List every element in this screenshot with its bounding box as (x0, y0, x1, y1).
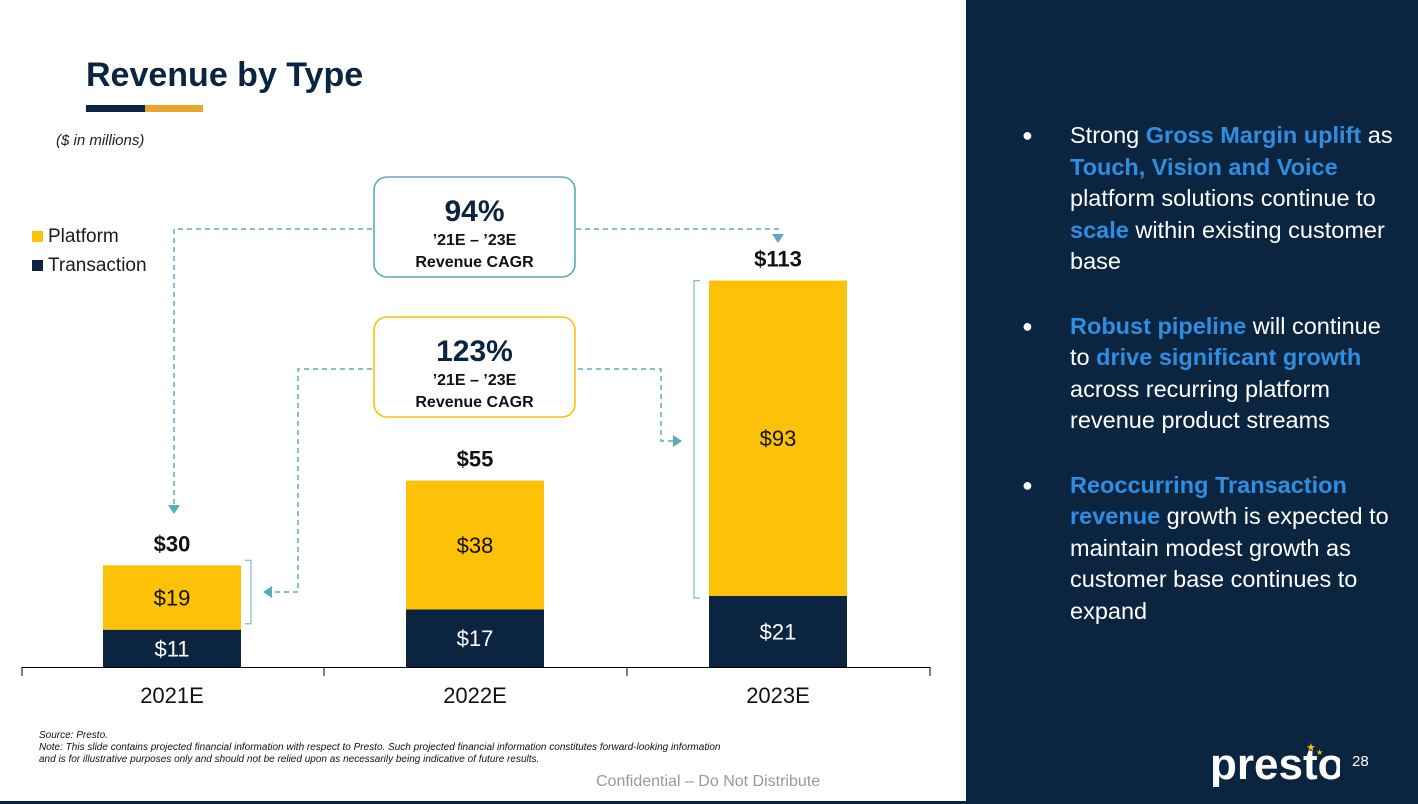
bullet-text: as (1361, 122, 1393, 148)
data-label-platform: $38 (457, 533, 494, 558)
bullet-highlight-text: Robust pipeline (1070, 312, 1247, 339)
logo-wordmark: presto (1210, 740, 1340, 787)
cagr-value: 94% (444, 195, 504, 228)
disclaimer-note: Note: This slide contains projected fina… (39, 742, 721, 765)
units-note: ($ in millions) (56, 132, 145, 149)
bar-transaction (709, 595, 847, 667)
bullet-dot-icon: ● (1022, 125, 1033, 145)
bullet-highlight-text: scale (1070, 216, 1129, 243)
bullet-highlight-text: Gross Margin uplift (1145, 122, 1362, 148)
bracket-2021-platform (245, 559, 252, 625)
bar-platform (406, 480, 544, 610)
presto-logo: presto ★ ★ (1210, 740, 1340, 787)
title-underline-navy (86, 105, 145, 112)
bullet-item: ● Strong Gross Margin uplift as Touch, Vi… (1022, 120, 1402, 278)
arrowhead-123-right-icon (673, 435, 682, 447)
x-tick-label: 2023E (746, 683, 810, 708)
bullet-list: ● Strong Gross Margin uplift as Touch, Vi… (1022, 120, 1402, 660)
bullet-highlight-text: Reoccurring Transaction revenue (1070, 471, 1347, 530)
x-tick-label: 2021E (140, 683, 204, 708)
bullet-text: across recurring platform revenue produc… (1070, 375, 1330, 434)
legend-item-platform: Platform (32, 222, 147, 251)
connector-94-left (173, 228, 372, 505)
connector-123-right (578, 368, 673, 442)
cagr-period: ’21E – ’23E (433, 372, 517, 389)
legend-label-transaction: Transaction (48, 254, 147, 276)
data-label-platform: $19 (154, 586, 191, 611)
total-label: $30 (154, 531, 191, 556)
x-tick-label: 2022E (443, 683, 507, 708)
cagr-label: Revenue CAGR (415, 394, 534, 411)
legend-swatch-platform (32, 231, 43, 242)
logo-star-small-icon: ★ (1316, 748, 1323, 757)
bar-transaction (406, 609, 544, 667)
confidential-footer: Confidential – Do Not Distribute (596, 773, 821, 790)
bullet-highlight-text: drive significant growth (1096, 344, 1362, 370)
title-underline-gold (145, 105, 203, 112)
bullet-dot-icon: ● (1022, 474, 1033, 495)
bullet-text: within existing customer base (1070, 216, 1385, 275)
bar-platform (103, 565, 241, 630)
page-number: 28 (1352, 753, 1369, 770)
bullet-text: Strong (1070, 122, 1146, 148)
legend-swatch-transaction (32, 260, 43, 271)
source-line: Source: Presto. (39, 730, 108, 741)
total-label: $55 (457, 447, 494, 472)
arrowhead-123-left-icon (263, 586, 272, 598)
cagr-callout-box (373, 316, 576, 418)
cagr-value: 123% (436, 335, 513, 368)
connector-123-left (272, 368, 372, 593)
bar-transaction (103, 629, 241, 667)
bullet-text: will continue to (1070, 312, 1381, 371)
stacked-bar-chart: $11 $19 $30 2021E $17 $38 $55 2022E $21 $93 $113 20… (21, 176, 931, 708)
bullet-text: platform solutions continue to (1070, 185, 1376, 211)
bullet-text: growth is expected to maintain modest gr… (1070, 503, 1389, 624)
total-label: $113 (754, 247, 802, 272)
data-label-transaction: $21 (760, 619, 797, 644)
source-note: Source: Presto. Note: This slide contain… (39, 730, 739, 766)
bullet-highlight-text: Touch, Vision and Voice (1070, 153, 1338, 180)
data-label-transaction: $17 (457, 626, 494, 651)
bar-platform (709, 280, 847, 596)
bullet-dot-icon: ● (1022, 315, 1033, 336)
page-title: Revenue by Type (86, 56, 364, 94)
commentary-panel (966, 0, 1418, 804)
legend-label-platform: Platform (48, 225, 119, 247)
arrowhead-94-right-icon (772, 234, 784, 243)
cagr-label: Revenue CAGR (415, 254, 534, 271)
bottom-rule (0, 801, 966, 804)
data-label-platform: $93 (760, 426, 797, 451)
cagr-callout-box (373, 176, 576, 278)
logo-star-icon: ★ (1306, 741, 1316, 754)
chart-legend: Platform Transaction (32, 222, 147, 280)
cagr-period: ’21E – ’23E (433, 232, 517, 249)
legend-item-transaction: Transaction (32, 251, 147, 280)
connector-94-right (576, 228, 779, 236)
data-label-transaction: $11 (154, 636, 189, 661)
bracket-2023-total (693, 280, 700, 599)
arrowhead-94-left-icon (168, 505, 180, 514)
bullet-item: ● Reoccurring Transaction revenue growth … (1022, 470, 1402, 628)
bullet-item: ● Robust pipeline will continue to drive … (1022, 311, 1402, 437)
